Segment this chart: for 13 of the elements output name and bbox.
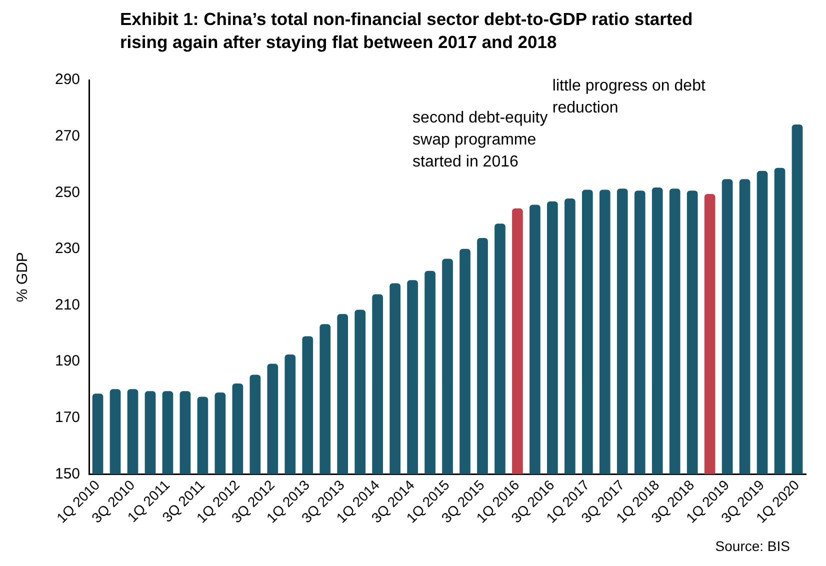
y-tick-label: 290 [54,71,80,88]
y-tick-label: 230 [54,240,80,258]
y-tick-label: 250 [54,184,80,201]
annotation: second debt-equity swap programme started in 2016 [412,109,548,170]
source-note: Source: BIS [715,538,790,554]
chart-title: Exhibit 1: China’s total non-financial sector debt-to-GDP ratio started rising again after staying flat between 2017 and 2018 [120,8,694,54]
y-tick-label: 210 [54,296,80,314]
y-axis-title: % GDP [14,252,32,302]
y-tick-label: 270 [54,127,80,144]
y-tick-label: 170 [54,408,80,426]
y-tick-label: 190 [54,352,80,370]
y-tick-label: 150 [54,465,80,482]
annotation: little progress on debt reduction [552,77,706,116]
